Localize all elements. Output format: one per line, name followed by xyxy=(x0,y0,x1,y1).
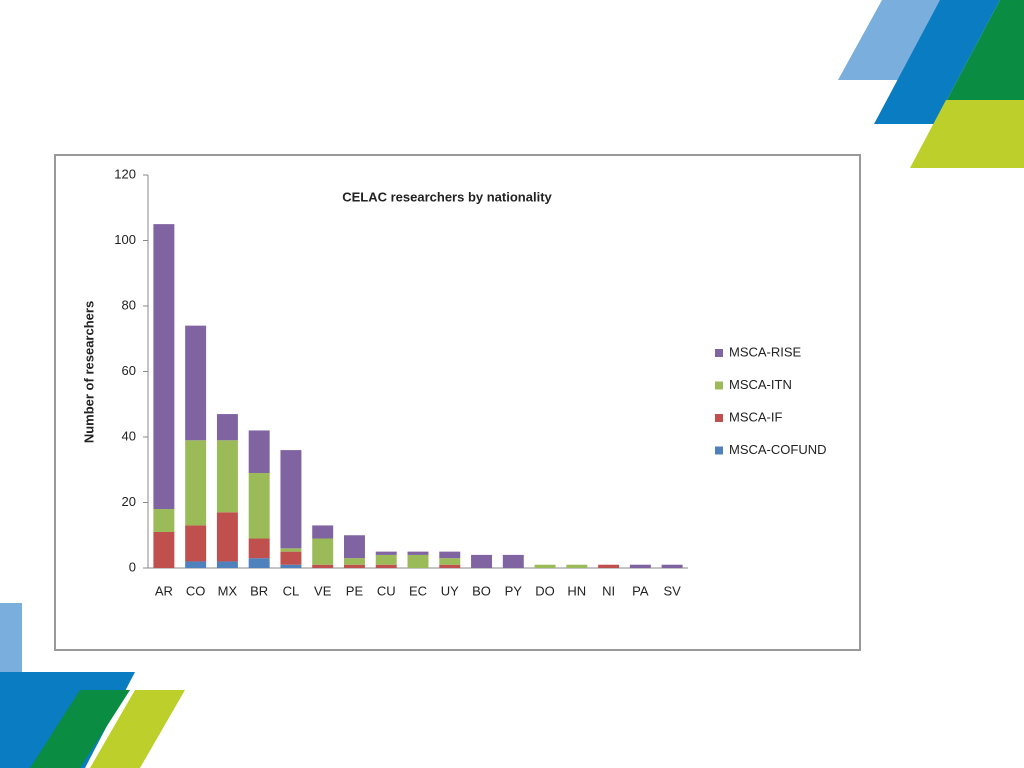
bar xyxy=(248,430,270,474)
x-tick-label: PY xyxy=(505,583,523,598)
bar xyxy=(407,554,429,568)
legend-label: MSCA-IF xyxy=(729,409,783,424)
x-tick-label: SV xyxy=(663,583,681,598)
x-tick-label: BR xyxy=(250,583,268,598)
bar xyxy=(248,538,270,559)
bar xyxy=(280,564,302,568)
bar xyxy=(312,538,334,565)
x-tick-label: EC xyxy=(409,583,427,598)
x-tick-label: BO xyxy=(472,583,491,598)
bar xyxy=(343,558,365,565)
x-tick-label: NI xyxy=(602,583,615,598)
bar xyxy=(502,554,524,568)
x-tick-label: MX xyxy=(218,583,238,598)
bar xyxy=(598,564,620,568)
bar xyxy=(248,473,270,539)
legend-label: MSCA-ITN xyxy=(729,377,792,392)
bar xyxy=(216,440,238,513)
bar xyxy=(280,551,302,565)
legend-label: MSCA-COFUND xyxy=(729,442,827,457)
bar xyxy=(661,564,683,568)
bar xyxy=(407,551,429,555)
bar xyxy=(312,525,334,539)
bar xyxy=(629,564,651,568)
bar xyxy=(439,564,461,568)
legend-swatch xyxy=(715,349,723,357)
legend-swatch xyxy=(715,381,723,390)
bar xyxy=(216,561,238,568)
bar xyxy=(312,564,334,568)
x-tick-label: AR xyxy=(155,583,173,598)
x-tick-label: VE xyxy=(314,583,332,598)
bar xyxy=(471,554,493,568)
chart-frame xyxy=(54,154,861,651)
bar xyxy=(439,558,461,565)
bar xyxy=(343,564,365,568)
y-tick-label: 20 xyxy=(122,494,136,509)
bar xyxy=(343,535,365,559)
bar xyxy=(280,548,302,552)
legend-swatch xyxy=(715,446,723,455)
bar xyxy=(375,564,397,568)
x-tick-label: PE xyxy=(346,583,364,598)
x-tick-label: UY xyxy=(441,583,459,598)
legend-label: MSCA-RISE xyxy=(729,344,802,359)
bar xyxy=(216,512,238,562)
bar xyxy=(185,525,207,562)
x-tick-label: DO xyxy=(535,583,555,598)
x-tick-label: PA xyxy=(632,583,649,598)
bar xyxy=(439,551,461,559)
legend-swatch xyxy=(715,414,723,422)
x-tick-label: CU xyxy=(377,583,396,598)
y-axis-label: Number of researchers xyxy=(81,301,96,443)
x-tick-label: HN xyxy=(567,583,586,598)
bar xyxy=(280,450,302,549)
bar xyxy=(153,531,175,568)
chart-title: CELAC researchers by nationality xyxy=(342,189,552,204)
y-tick-label: 0 xyxy=(129,559,136,574)
x-tick-label: CO xyxy=(186,583,206,598)
bar xyxy=(185,561,207,568)
y-tick-label: 100 xyxy=(114,232,136,247)
bar xyxy=(153,224,175,510)
bar xyxy=(248,558,270,568)
y-tick-label: 80 xyxy=(122,297,136,312)
bar xyxy=(534,564,556,568)
bar xyxy=(566,564,588,568)
y-tick-label: 120 xyxy=(114,166,136,181)
x-tick-label: CL xyxy=(283,583,300,598)
bar xyxy=(185,440,207,526)
bar xyxy=(185,325,207,441)
y-tick-label: 60 xyxy=(122,363,136,378)
bar xyxy=(216,414,238,441)
bar xyxy=(375,551,397,555)
y-tick-label: 40 xyxy=(122,428,136,443)
bar xyxy=(153,509,175,532)
bar xyxy=(375,554,397,565)
